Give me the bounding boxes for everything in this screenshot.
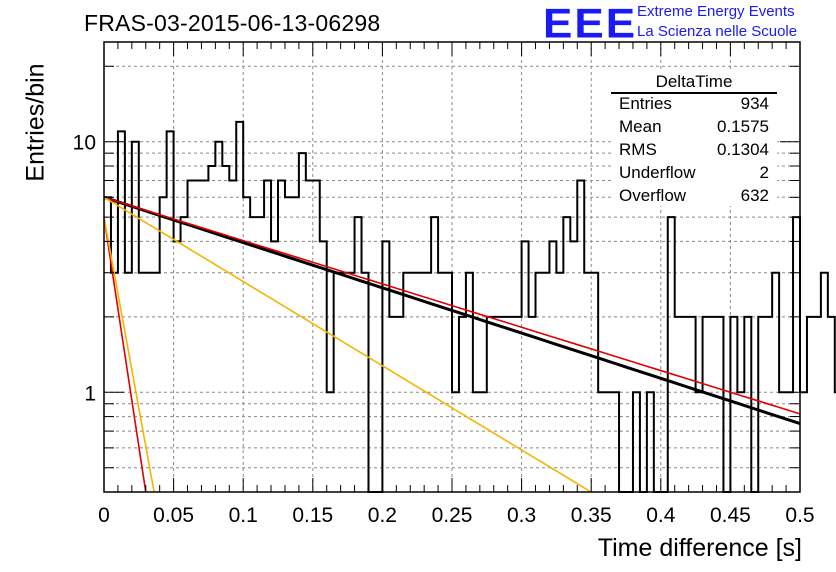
stats-value: 2	[759, 163, 769, 182]
x-tick-label: 0.15	[292, 504, 333, 527]
x-tick-label: 0.45	[710, 504, 751, 527]
logo-line-2: La Scienza nelle Scuole	[637, 23, 798, 40]
x-tick-label: 0.25	[432, 504, 473, 527]
stats-row: RMS 0.1304	[619, 140, 769, 162]
x-tick-label: 0.5	[785, 504, 814, 527]
x-tick-label: 0.1	[229, 504, 258, 527]
x-tick-label: 0.05	[153, 504, 194, 527]
stats-key: Entries	[619, 94, 672, 113]
stats-row: Mean 0.1575	[619, 117, 769, 139]
stats-key: Overflow	[619, 186, 687, 205]
stats-key: Mean	[619, 117, 662, 136]
y-axis-label: Entries/bin	[21, 63, 50, 182]
fit-curve	[103, 196, 801, 415]
x-tick-label: 0.4	[646, 504, 676, 527]
stats-row: Entries 934	[619, 94, 769, 116]
axis-ticks	[103, 42, 801, 493]
stats-value: 632	[740, 186, 769, 205]
fit-curve	[103, 195, 801, 426]
fit-curve	[103, 216, 155, 493]
histogram	[104, 120, 836, 493]
stats-row: Overflow 632	[619, 186, 769, 208]
y-tick-label: 10	[73, 132, 96, 155]
logo-line-1: Extreme Energy Events	[637, 3, 795, 20]
fit-curve	[103, 196, 592, 493]
stats-title: DeltaTime	[655, 72, 733, 91]
eee-logo: EEE	[543, 0, 638, 47]
x-tick-label: 0.3	[507, 504, 536, 527]
x-tick-label: 0	[98, 504, 110, 527]
x-tick-label: 0.35	[571, 504, 612, 527]
y-tick-label: 1	[84, 382, 96, 405]
stats-box: DeltaTime Entries 934 Mean 0.1575 RMS 0.…	[611, 72, 777, 206]
tick-labels: 0 0.05 0.1 0.15 0.2 0.25 0.3 0.35 0.4 0.45 0.5 1 10	[73, 132, 815, 527]
stats-value: 934	[740, 94, 769, 113]
stats-key: RMS	[619, 140, 657, 159]
fit-curves	[103, 195, 801, 493]
plot-title: FRAS-03-2015-06-13-06298	[84, 10, 381, 36]
stats-row: Underflow 2	[619, 163, 769, 185]
stats-value: 0.1575	[717, 117, 769, 136]
stats-divider	[611, 92, 777, 94]
x-axis-label: Time difference [s]	[597, 534, 802, 562]
stats-value: 0.1304	[717, 140, 769, 159]
fit-curve	[103, 217, 147, 493]
x-tick-label: 0.2	[368, 504, 397, 527]
histogram-step-line	[104, 120, 836, 493]
stats-key: Underflow	[619, 163, 696, 182]
